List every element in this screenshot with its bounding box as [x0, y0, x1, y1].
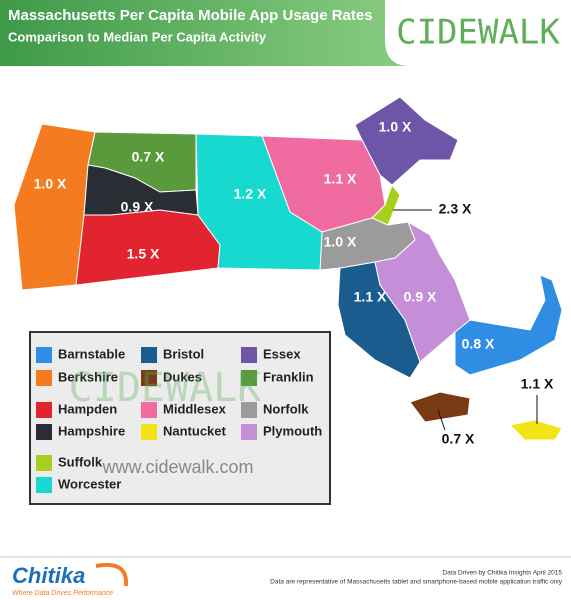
county-label: 1.0 X	[324, 234, 357, 250]
footer-note: Data are representative of Massachusetts…	[270, 579, 563, 586]
legend-label: Plymouth	[263, 423, 322, 438]
legend-label: Suffolk	[58, 454, 103, 469]
footer-logo: Chitika	[12, 563, 85, 588]
brand-box	[385, 0, 571, 66]
county	[508, 419, 563, 441]
legend-label: Middlesex	[163, 401, 227, 416]
legend-swatch	[241, 347, 257, 363]
legend-swatch	[36, 424, 52, 440]
county	[83, 164, 199, 216]
legend-swatch	[36, 402, 52, 418]
county-label: 1.0 X	[34, 176, 67, 192]
map: 0.8 X 1.0 X 1.1 X 0.7 X 1.0 X 0.7 X 1.5 X 0.9 X…	[13, 96, 563, 447]
legend-label: Barnstable	[58, 346, 125, 361]
footer-tagline: Where Data Drives Performance	[12, 590, 113, 597]
county-label: 0.8 X	[462, 336, 495, 352]
footer-source: Data Driven by Chitika Insights April 20…	[442, 570, 562, 577]
leader-line	[437, 409, 446, 431]
legend-label: Norfolk	[263, 401, 309, 416]
legend-label: Worcester	[58, 476, 121, 491]
watermark: CIDEWALK	[69, 365, 262, 411]
county-label: 1.5 X	[127, 246, 160, 262]
legend-label: Berkshire	[58, 369, 118, 384]
legend-swatch	[141, 347, 157, 363]
legend: Barnstable Berkshire Bristol Dukes Essex Fran…	[36, 346, 322, 493]
subtitle: Comparison to Median Per Capita Activity	[8, 29, 267, 44]
legend-swatch	[36, 370, 52, 386]
legend-swatch	[36, 477, 52, 493]
county-label: 1.1 X	[354, 289, 387, 305]
legend-label: Bristol	[163, 346, 204, 361]
legend-swatch	[36, 455, 52, 471]
legend-label: Hampden	[58, 401, 117, 416]
legend-label: Essex	[263, 346, 301, 361]
county-label: 2.3 X	[439, 201, 472, 217]
county-label: 0.9 X	[404, 289, 437, 305]
legend-box	[29, 331, 331, 505]
county-label: 1.1 X	[521, 376, 554, 392]
legend-label: Hampshire	[58, 423, 125, 438]
brand: CIDEWALK	[396, 13, 560, 53]
legend-swatch	[36, 347, 52, 363]
county-label: 0.9 X	[121, 199, 154, 215]
legend-label: Dukes	[163, 369, 202, 384]
legend-swatch	[141, 402, 157, 418]
county	[195, 133, 323, 271]
county-label: 0.7 X	[442, 431, 475, 447]
county-label: 1.2 X	[234, 186, 267, 202]
legend-label: Nantucket	[163, 423, 227, 438]
legend-swatch	[141, 424, 157, 440]
legend-label: Franklin	[263, 369, 314, 384]
county-label: 1.1 X	[324, 171, 357, 187]
county-label: 1.0 X	[379, 119, 412, 135]
legend-swatch	[241, 370, 257, 386]
title: Massachusetts Per Capita Mobile App Usag…	[8, 7, 373, 24]
legend-swatch	[241, 402, 257, 418]
county-label: 0.7 X	[132, 149, 165, 165]
county	[409, 391, 471, 423]
county	[374, 220, 471, 363]
logo-swoosh	[95, 563, 129, 587]
county	[354, 96, 459, 186]
county	[454, 274, 563, 376]
watermark-url: www.cidewalk.com	[101, 457, 253, 477]
legend-swatch	[141, 370, 157, 386]
legend-swatch	[241, 424, 257, 440]
